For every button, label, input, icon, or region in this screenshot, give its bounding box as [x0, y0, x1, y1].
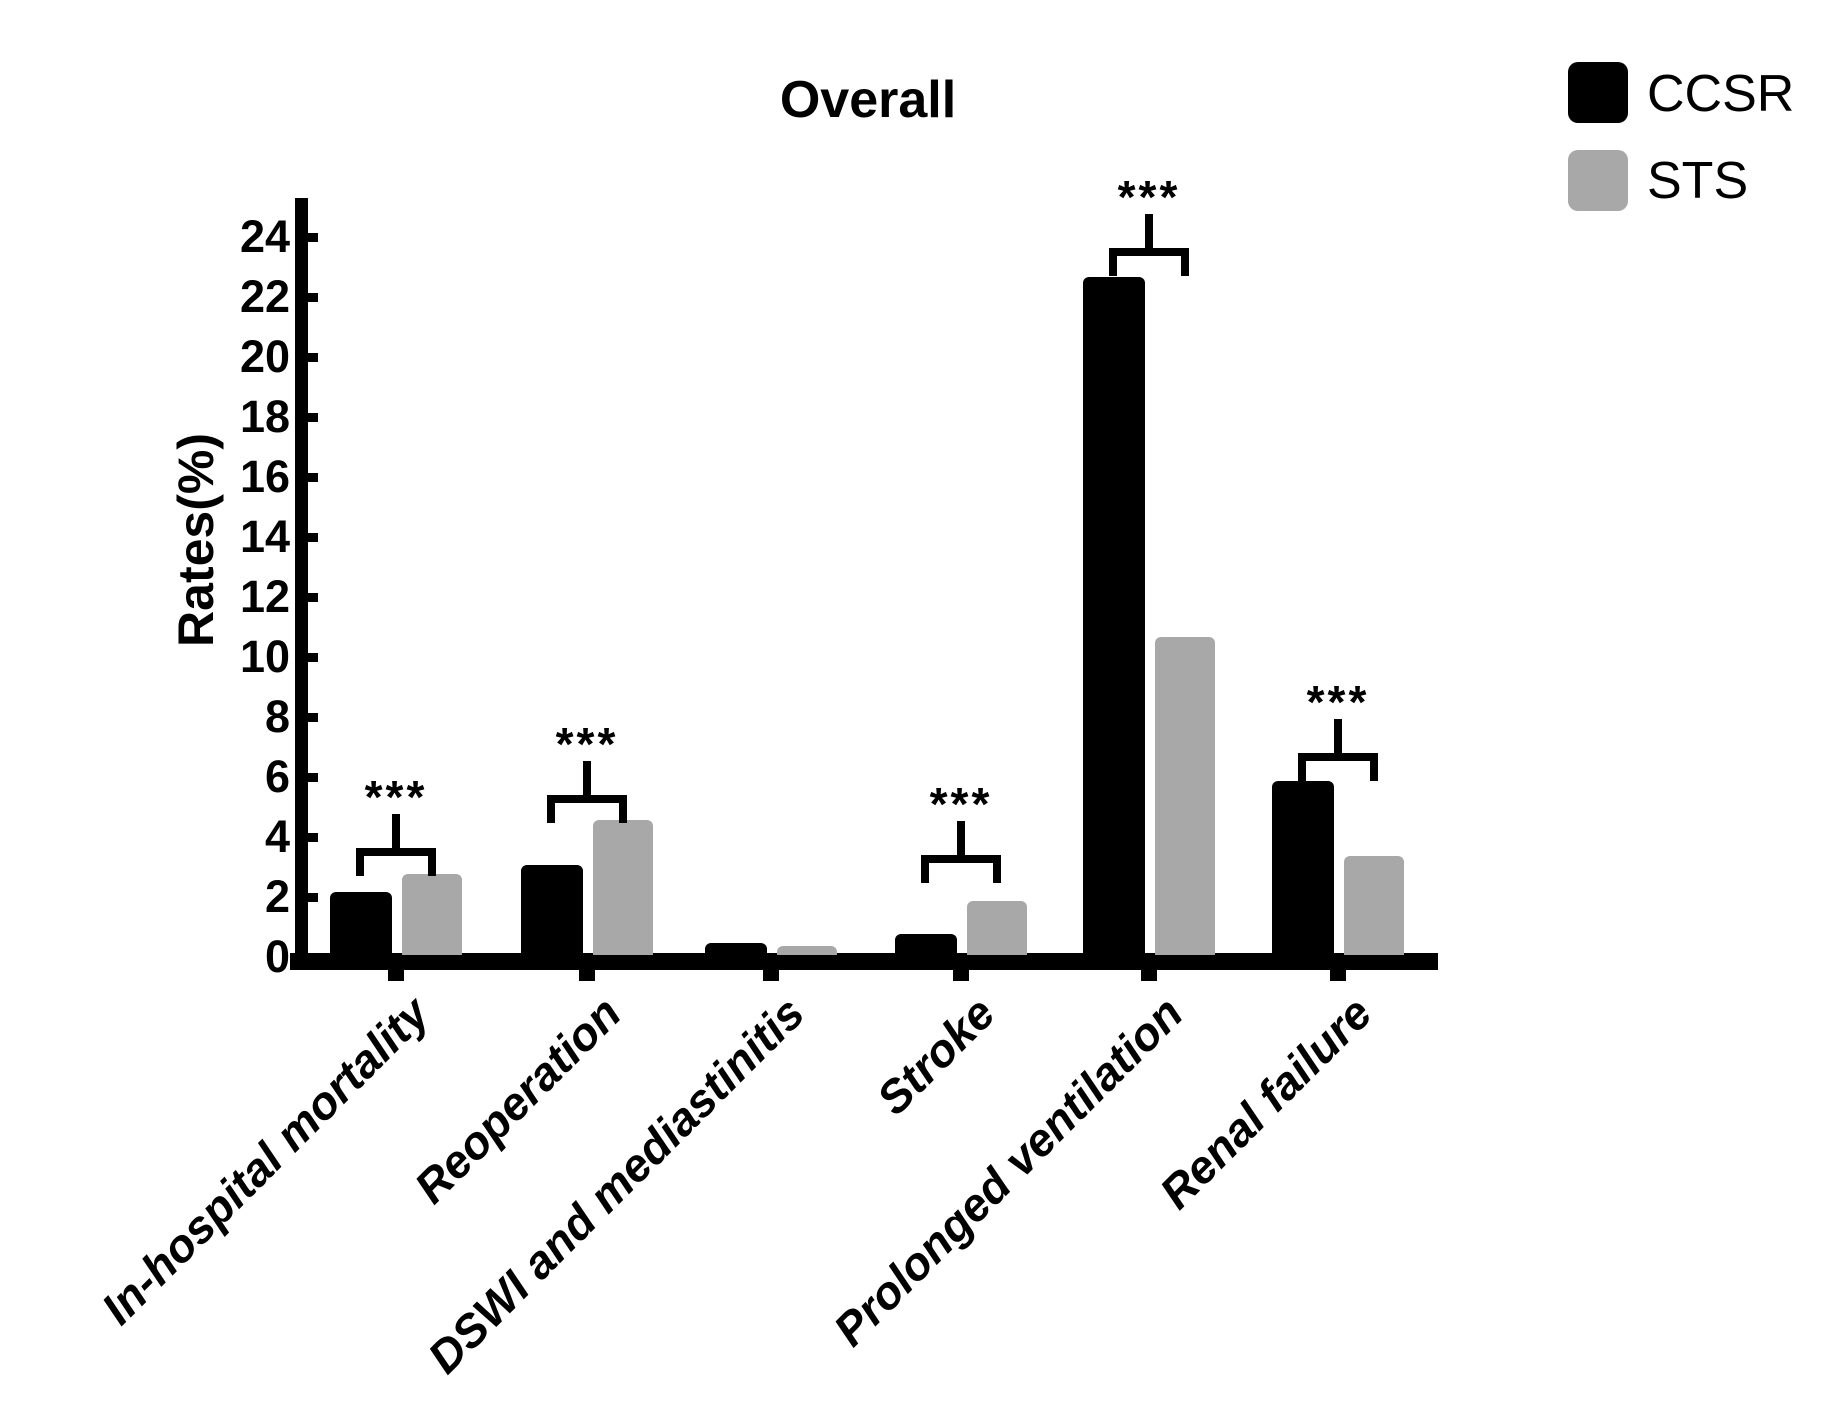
y-tick-mark: [308, 293, 318, 302]
y-tick-mark: [308, 593, 318, 602]
y-axis-line: [295, 198, 308, 970]
y-tick-label: 10: [239, 631, 290, 682]
x-axis-line: [290, 953, 1438, 970]
y-tick-mark: [308, 353, 318, 362]
x-tick-mark: [953, 968, 969, 981]
y-tick-label: 2: [264, 871, 290, 922]
significance-stem: [957, 821, 965, 855]
bar-ccsr-0: [330, 892, 392, 955]
bar-sts-1: [593, 820, 653, 955]
y-tick-label: 16: [239, 451, 290, 502]
significance-stars: ***: [555, 718, 619, 770]
y-tick-label: 24: [239, 211, 290, 262]
y-tick-mark: [308, 233, 318, 242]
y-tick-label: 14: [239, 511, 290, 562]
bar-ccsr-3: [895, 934, 957, 955]
legend-swatch-sts: [1568, 150, 1628, 211]
y-tick-mark: [308, 893, 318, 902]
x-tick-mark: [388, 968, 404, 981]
significance-bracket: [921, 855, 1001, 883]
significance-stars: ***: [929, 778, 993, 830]
significance-stem: [392, 814, 400, 848]
significance-stars: ***: [1306, 676, 1370, 728]
y-tick-mark: [308, 413, 318, 422]
x-tick-mark: [1141, 968, 1157, 981]
legend-label-ccsr: CCSR: [1647, 65, 1795, 123]
y-tick-label: 12: [239, 571, 290, 622]
bar-sts-3: [967, 901, 1027, 955]
chart-title: Overall: [779, 71, 957, 129]
y-tick-label: 4: [264, 811, 290, 862]
y-tick-mark: [308, 833, 318, 842]
legend-swatch-ccsr: [1568, 62, 1628, 123]
significance-stars: ***: [1117, 171, 1181, 223]
y-tick-label: 8: [264, 691, 290, 742]
x-category-label: DSWI and mediastinitis: [417, 986, 815, 1384]
y-tick-label: 18: [239, 391, 290, 442]
y-tick-label: 20: [239, 331, 290, 382]
significance-stem: [1145, 214, 1153, 248]
bar-ccsr-2: [705, 943, 767, 955]
bar-sts-2: [777, 946, 837, 955]
x-tick-mark: [579, 968, 595, 981]
significance-bracket: [356, 848, 436, 876]
legend-label-sts: STS: [1647, 152, 1749, 210]
y-tick-mark: [308, 533, 318, 542]
bar-ccsr-5: [1272, 781, 1334, 955]
x-category-label: In-hospital mortality: [91, 986, 440, 1335]
significance-bracket: [547, 795, 627, 823]
y-tick-mark: [308, 713, 318, 722]
x-category-label: Stroke: [866, 986, 1005, 1125]
y-tick-mark: [308, 773, 318, 782]
bar-ccsr-1: [521, 865, 583, 955]
significance-bracket: [1298, 753, 1378, 781]
y-tick-mark: [308, 473, 318, 482]
bar-sts-4: [1155, 637, 1215, 955]
bar-sts-5: [1344, 856, 1404, 955]
y-tick-label: 6: [264, 751, 290, 802]
x-category-label: Prolonged ventilation: [823, 986, 1193, 1356]
y-tick-mark: [308, 653, 318, 662]
bar-ccsr-4: [1083, 277, 1145, 955]
x-tick-mark: [763, 968, 779, 981]
y-tick-label: 0: [264, 931, 290, 982]
x-tick-mark: [1330, 968, 1346, 981]
significance-bracket: [1109, 248, 1189, 276]
significance-stem: [1334, 719, 1342, 753]
bar-sts-0: [402, 874, 462, 955]
significance-stars: ***: [364, 771, 428, 823]
significance-stem: [583, 761, 591, 795]
y-tick-label: 22: [239, 271, 290, 322]
